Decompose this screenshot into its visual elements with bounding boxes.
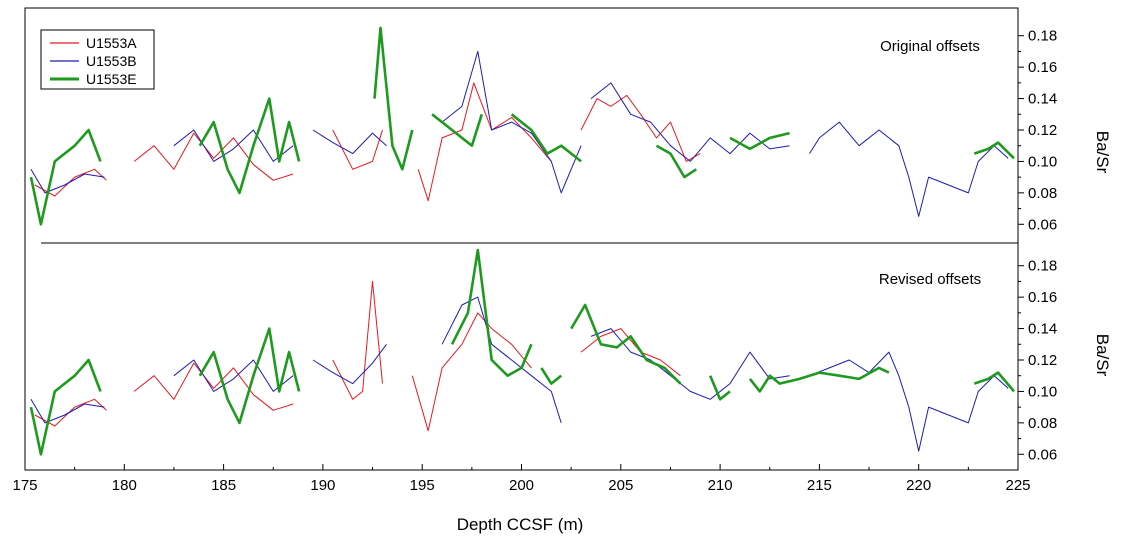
y-tick-label-0-10: 0.10 (1028, 383, 1057, 400)
series-line-u1553a-revised-seg-2 (332, 280, 383, 400)
series-group-original (29, 26, 1015, 226)
y-tick-label-0-12: 0.12 (1028, 122, 1057, 139)
series-line-u1553e-original-seg-2 (373, 26, 414, 171)
x-tick-label-185: 185 (211, 477, 236, 494)
series-line-u1553a-original-seg-1 (133, 132, 294, 181)
legend-label-u1553a: U1553A (86, 35, 137, 51)
series-line-u1553b-original-seg-3 (441, 50, 582, 194)
y-axis-original: 0.06 0.08 0.10 0.12 0.14 0.16 0.18 (1018, 28, 1057, 233)
series-line-u1553e-revised-seg-4 (570, 303, 682, 385)
x-tick-label-220: 220 (906, 477, 931, 494)
series-line-u1553a-original-seg-0 (34, 168, 107, 197)
series-line-u1553e-revised-seg-6 (748, 366, 890, 393)
series-line-u1553e-original-seg-7 (973, 141, 1015, 160)
plot-border (24, 7, 1019, 471)
series-line-u1553e-original-seg-1 (198, 97, 301, 195)
y-tick-label-0-10: 0.10 (1028, 153, 1057, 170)
series-line-u1553e-revised-seg-0 (29, 358, 102, 456)
legend: U1553A U1553B U1553E (40, 29, 155, 90)
x-tick-label-175: 175 (12, 477, 37, 494)
y-tick-label-0-12: 0.12 (1028, 352, 1057, 369)
series-line-u1553b-original-seg-5 (809, 121, 1009, 217)
series-line-u1553e-original-seg-6 (729, 131, 790, 151)
series-line-u1553b-original-seg-1 (173, 129, 294, 162)
y-axis-revised: 0.06 0.08 0.10 0.12 0.14 0.16 0.18 (1018, 258, 1057, 463)
y-tick-label-0-06: 0.06 (1028, 216, 1057, 233)
series-line-u1553b-original-seg-0 (30, 169, 105, 194)
y-tick-label-0-06: 0.06 (1028, 446, 1057, 463)
y-axis-title-original: Ba/Sr (1093, 131, 1112, 174)
series-line-u1553a-revised-seg-1 (133, 362, 294, 411)
x-tick-label-225: 225 (1005, 477, 1030, 494)
series-line-u1553e-revised-seg-5 (709, 375, 731, 401)
series-line-u1553b-revised-seg-4 (590, 328, 790, 400)
legend-label-u1553e: U1553E (86, 71, 137, 87)
series-line-u1553a-original-seg-2 (332, 129, 383, 170)
y-tick-label-0-18: 0.18 (1028, 258, 1057, 275)
series-line-u1553a-original-seg-3 (417, 82, 552, 202)
y-tick-label-0-18: 0.18 (1028, 28, 1057, 45)
series-line-u1553e-revised-seg-1 (198, 327, 301, 425)
series-line-u1553e-revised-seg-3 (540, 367, 563, 385)
x-tick-label-190: 190 (310, 477, 335, 494)
x-axis: 175 180 185 190 195 200 205 210 215 220 225 (12, 464, 1031, 494)
series-line-u1553e-original-seg-0 (29, 128, 102, 226)
x-tick-label-215: 215 (807, 477, 832, 494)
series-line-u1553b-original-seg-2 (312, 129, 387, 155)
series-line-u1553a-original-seg-4 (580, 94, 701, 162)
series-line-u1553e-original-seg-5 (655, 144, 698, 179)
series-line-u1553e-revised-seg-7 (973, 371, 1015, 393)
panel-title-original: Original offsets (880, 38, 980, 55)
y-axis-title-revised: Ba/Sr (1093, 334, 1112, 377)
x-tick-label-210: 210 (708, 477, 733, 494)
y-tick-label-0-14: 0.14 (1028, 321, 1057, 338)
series-line-u1553b-revised-seg-0 (30, 399, 105, 424)
x-tick-label-205: 205 (608, 477, 633, 494)
y-tick-label-0-08: 0.08 (1028, 415, 1057, 432)
series-line-u1553e-original-seg-4 (510, 113, 582, 163)
panel-title-revised: Revised offsets (879, 271, 981, 288)
x-tick-label-195: 195 (410, 477, 435, 494)
legend-label-u1553b: U1553B (86, 53, 137, 69)
series-line-u1553b-revised-seg-5 (809, 351, 1009, 452)
series-line-u1553a-revised-seg-3 (411, 312, 532, 432)
y-tick-label-0-08: 0.08 (1028, 185, 1057, 202)
series-line-u1553b-original-seg-4 (590, 82, 790, 162)
y-tick-label-0-14: 0.14 (1028, 91, 1057, 108)
x-tick-label-200: 200 (509, 477, 534, 494)
series-line-u1553b-revised-seg-1 (173, 359, 294, 392)
series-line-u1553a-revised-seg-0 (34, 398, 107, 427)
series-group-revised (29, 248, 1015, 456)
x-axis-title: Depth CCSF (m) (457, 515, 584, 534)
plot-frame (24, 7, 1019, 471)
series-line-u1553b-revised-seg-3 (441, 296, 562, 424)
series-line-u1553b-revised-seg-2 (312, 344, 387, 385)
y-tick-label-0-16: 0.16 (1028, 289, 1057, 306)
y-tick-label-0-16: 0.16 (1028, 59, 1057, 76)
series-line-u1553e-revised-seg-2 (450, 248, 533, 377)
series-line-u1553e-original-seg-3 (431, 113, 484, 147)
x-tick-label-180: 180 (112, 477, 137, 494)
